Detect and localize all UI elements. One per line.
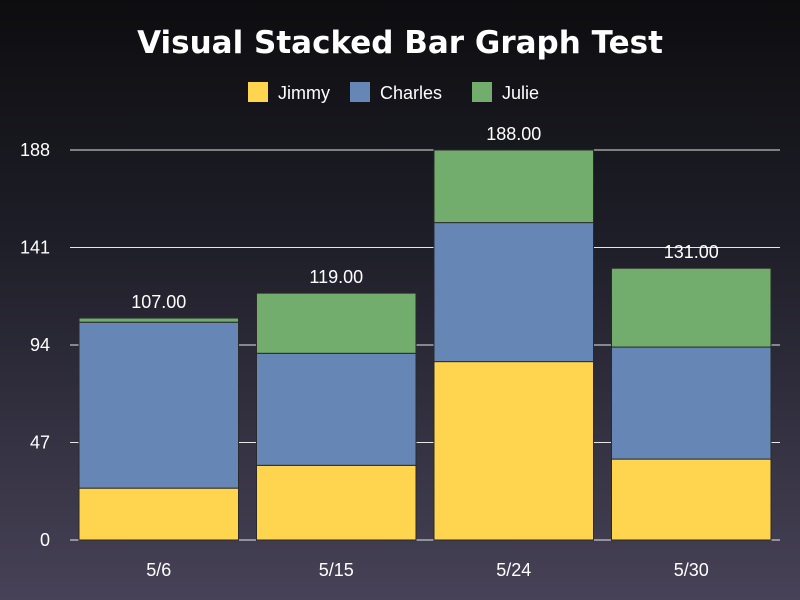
bar-segment-jimmy (78, 487, 239, 541)
x-tick-label: 5/30 (674, 560, 709, 580)
bar-segment-jimmy (611, 458, 772, 541)
x-tick-label: 5/15 (319, 560, 354, 580)
bar-segment-julie (611, 267, 772, 348)
bar-segment-julie (433, 149, 594, 224)
y-axis-ticks: 0 47 94 141 188 (20, 140, 50, 550)
bar-segment-jimmy (256, 464, 417, 541)
bar-total-label: 107.00 (131, 292, 186, 312)
chart-title: Visual Stacked Bar Graph Test (137, 25, 663, 61)
legend: Jimmy Charles Julie (248, 82, 539, 103)
bar-total-label: 131.00 (664, 242, 719, 262)
y-tick-label: 94 (30, 335, 50, 355)
x-tick-label: 5/24 (496, 560, 531, 580)
x-tick-label: 5/6 (146, 560, 171, 580)
y-tick-label: 0 (40, 530, 50, 550)
y-tick-label: 141 (20, 238, 50, 258)
bar-segment-julie (78, 317, 239, 323)
bars (78, 149, 772, 541)
bar-totals: 107.00 119.00 188.00 131.00 (131, 124, 719, 312)
legend-swatch-jimmy (248, 82, 268, 102)
legend-label: Julie (502, 83, 539, 103)
legend-label: Jimmy (278, 83, 330, 103)
bar-total-label: 188.00 (486, 124, 541, 144)
bar-segment-julie (256, 292, 417, 354)
x-axis-ticks: 5/6 5/15 5/24 5/30 (146, 560, 709, 580)
bar-segment-charles (256, 352, 417, 466)
bar-segment-jimmy (433, 361, 594, 541)
bar-segment-charles (433, 222, 594, 363)
bar-segment-charles (611, 346, 772, 460)
legend-label: Charles (380, 83, 442, 103)
y-tick-label: 47 (30, 433, 50, 453)
legend-swatch-julie (472, 82, 492, 102)
bar-segment-charles (78, 321, 239, 489)
legend-swatch-charles (350, 82, 370, 102)
bar-total-label: 119.00 (309, 267, 363, 287)
y-tick-label: 188 (20, 140, 50, 160)
